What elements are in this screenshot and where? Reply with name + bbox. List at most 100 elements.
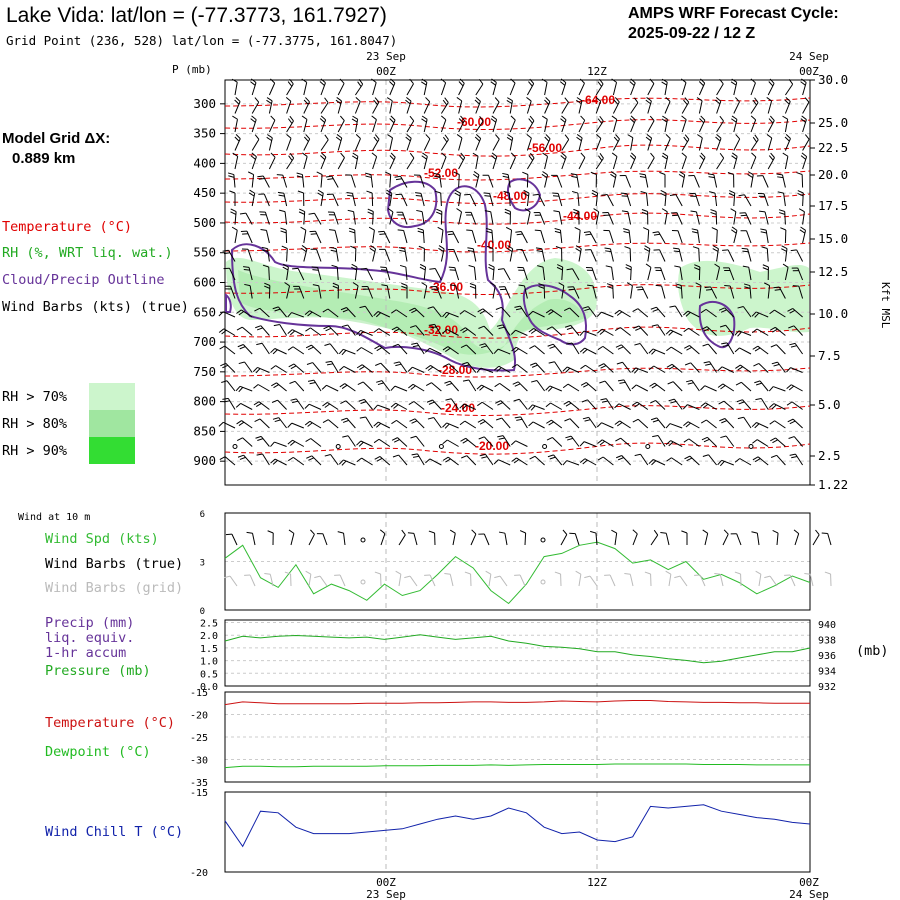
wind-barb bbox=[722, 383, 735, 392]
wind-barb-feather bbox=[754, 347, 761, 352]
wind-barb-feather bbox=[645, 263, 652, 268]
wind-barb-feather bbox=[266, 97, 273, 102]
wind-barb-feather bbox=[684, 134, 690, 140]
wind-barb-feather bbox=[615, 455, 622, 459]
wind-barb bbox=[251, 139, 260, 151]
wind-chill-line bbox=[224, 804, 811, 848]
wind-barb-feather bbox=[397, 229, 404, 231]
wind-barb-feather bbox=[485, 570, 492, 575]
wind-barb bbox=[439, 174, 442, 188]
wind-barb bbox=[234, 119, 238, 133]
wind-barb bbox=[292, 456, 305, 466]
wind-barb-feather bbox=[502, 175, 509, 178]
wind-barb-feather bbox=[359, 305, 366, 309]
wind-barb-grid bbox=[449, 574, 454, 587]
wind-barb bbox=[612, 174, 617, 188]
wind-barb-feather bbox=[332, 285, 339, 289]
wind-barb bbox=[223, 421, 236, 429]
wind-barb-feather bbox=[250, 78, 257, 83]
wind-barb-feather bbox=[611, 115, 618, 120]
wind-barb bbox=[343, 348, 356, 355]
wind-barb-feather bbox=[720, 435, 727, 439]
wind-barb-feather bbox=[769, 78, 775, 84]
wind-barb bbox=[726, 342, 735, 355]
wind-barb-feather bbox=[770, 152, 775, 158]
wind-barb-true bbox=[650, 534, 659, 546]
wind-barb bbox=[447, 346, 459, 355]
wind-barb-feather bbox=[401, 529, 406, 536]
wind-barb bbox=[262, 175, 270, 188]
wind-barb-feather bbox=[287, 439, 293, 445]
wind-barb bbox=[303, 156, 308, 170]
wind-barb bbox=[638, 325, 649, 336]
wind-barb bbox=[234, 82, 238, 96]
wind-barb-feather bbox=[529, 455, 536, 460]
wind-barb-feather bbox=[277, 191, 284, 194]
wind-barb bbox=[765, 230, 769, 244]
wind-barb-feather bbox=[453, 171, 460, 175]
wind-barb bbox=[320, 193, 324, 207]
wind-barb-feather bbox=[598, 155, 603, 161]
wind-barb-feather bbox=[529, 78, 535, 84]
wind-barb-feather bbox=[616, 422, 623, 427]
wind-barb-feather bbox=[751, 311, 757, 317]
wind-barb bbox=[497, 348, 511, 355]
wind-barb-feather bbox=[560, 78, 567, 84]
wind-barb-feather bbox=[272, 349, 278, 355]
wind-barb-feather bbox=[597, 81, 602, 87]
wind-barb-feather bbox=[579, 458, 586, 463]
wind-barb-feather bbox=[419, 263, 426, 268]
wind-barb bbox=[364, 305, 374, 318]
wind-barb bbox=[328, 325, 339, 336]
wind-barb bbox=[303, 248, 308, 262]
wind-barb-feather bbox=[541, 115, 548, 120]
wind-barb-feather bbox=[717, 383, 724, 388]
wind-barb-feather bbox=[503, 190, 510, 194]
wind-barb-feather bbox=[337, 531, 344, 534]
wind-barb bbox=[508, 192, 511, 207]
wind-barb bbox=[760, 398, 769, 410]
wind-barb bbox=[464, 420, 477, 429]
wind-barb bbox=[475, 120, 484, 133]
wind-barb-feather bbox=[729, 190, 735, 194]
wind-barb bbox=[398, 454, 408, 466]
wind-barb bbox=[446, 422, 459, 429]
wind-barb-feather bbox=[285, 96, 292, 102]
wind-barb-true bbox=[231, 533, 238, 546]
wind-barb-feather bbox=[633, 368, 639, 374]
wind-barb bbox=[248, 267, 253, 281]
wind-barb bbox=[728, 267, 735, 281]
wind-barb-feather bbox=[684, 97, 690, 103]
wind-barb bbox=[242, 344, 253, 355]
wind-barb-feather bbox=[639, 173, 646, 176]
wind-barb bbox=[526, 100, 532, 114]
top-date-left: 23 Sep bbox=[366, 50, 406, 63]
wind-barb-feather bbox=[556, 266, 563, 271]
wind-barb bbox=[520, 231, 528, 244]
wind-barb-feather bbox=[675, 286, 682, 289]
wind-barb-feather bbox=[341, 324, 348, 328]
wind-barb bbox=[470, 212, 477, 225]
wind-barb-feather bbox=[655, 284, 662, 287]
wind-barb bbox=[601, 311, 614, 318]
wind-barb-feather bbox=[358, 398, 365, 402]
wind-barb-feather bbox=[563, 400, 570, 405]
calm-circle bbox=[360, 537, 366, 543]
wind-barb-feather bbox=[562, 383, 569, 389]
wind-barb-feather bbox=[348, 227, 355, 231]
precip-y-tick-label: 2.5 bbox=[200, 619, 218, 630]
wind-barb-feather bbox=[367, 211, 374, 215]
wind-barb-grid bbox=[488, 574, 492, 587]
wind-barb-feather bbox=[267, 134, 273, 139]
wind-barb-feather bbox=[734, 330, 740, 336]
pressure-axis-label: P (mb) bbox=[172, 63, 212, 76]
wind-barb-feather bbox=[754, 97, 759, 103]
wind-barb-feather bbox=[650, 306, 657, 310]
wind-barb-feather bbox=[777, 176, 784, 179]
wind-barb bbox=[653, 365, 666, 373]
isotherm bbox=[224, 212, 811, 225]
wind-barb-feather bbox=[320, 155, 326, 160]
wind-barb-feather bbox=[788, 385, 795, 391]
wind-barb bbox=[416, 342, 425, 355]
